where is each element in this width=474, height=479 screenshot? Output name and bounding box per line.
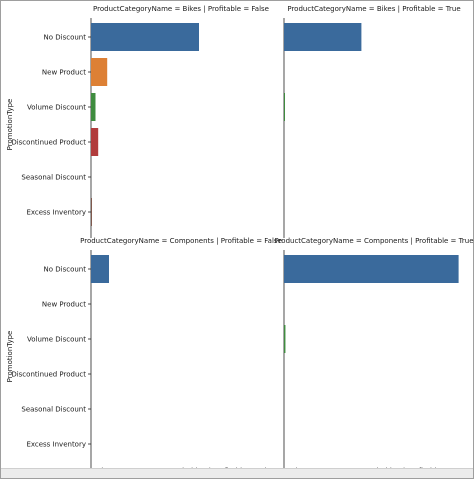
tick-label-r1-no-discount: No Discount (44, 34, 87, 42)
bar-p1-new-product (91, 58, 108, 86)
bar-p4-volume-discount (284, 325, 286, 353)
panel-title-3: ProductCategoryName = Components | Profi… (80, 237, 282, 245)
tick-label-r1-seasonal-discount: Seasonal Discount (21, 174, 86, 182)
tick-label-r2-seasonal-discount: Seasonal Discount (21, 406, 86, 414)
tick-label-r1-volume-discount: Volume Discount (27, 104, 86, 112)
bar-p4-no-discount (284, 255, 459, 283)
bar-p3-no-discount (91, 255, 109, 283)
bar-p1-discontinued-product (91, 128, 99, 156)
bar-p1-volume-discount (91, 93, 96, 121)
tick-label-r2-excess-inventory: Excess Inventory (26, 441, 86, 449)
tick-label-r2-discontinued-product: Discontinued Product (11, 371, 86, 379)
panel-title-4: ProductCategoryName = Components | Profi… (274, 237, 473, 245)
tick-label-r2-no-discount: No Discount (44, 266, 87, 274)
bar-p2-volume-discount (284, 93, 285, 121)
tick-label-r1-new-product: New Product (42, 69, 86, 77)
bar-p1-excess-inventory (91, 198, 92, 226)
tick-label-r2-volume-discount: Volume Discount (27, 336, 86, 344)
tick-label-r1-discontinued-product: Discontinued Product (11, 139, 86, 147)
panel-title-2: ProductCategoryName = Bikes | Profitable… (287, 5, 460, 13)
tick-label-r1-excess-inventory: Excess Inventory (26, 209, 86, 217)
y-axis-label-r1: PromotionType (6, 99, 14, 151)
panel-title-1: ProductCategoryName = Bikes | Profitable… (93, 5, 269, 13)
bar-p2-no-discount (284, 23, 362, 51)
tick-label-r2-new-product: New Product (42, 301, 86, 309)
scrollbar-strip (1, 468, 473, 478)
y-axis-label-r2: PromotionType (6, 331, 14, 383)
bar-p1-no-discount (91, 23, 199, 51)
